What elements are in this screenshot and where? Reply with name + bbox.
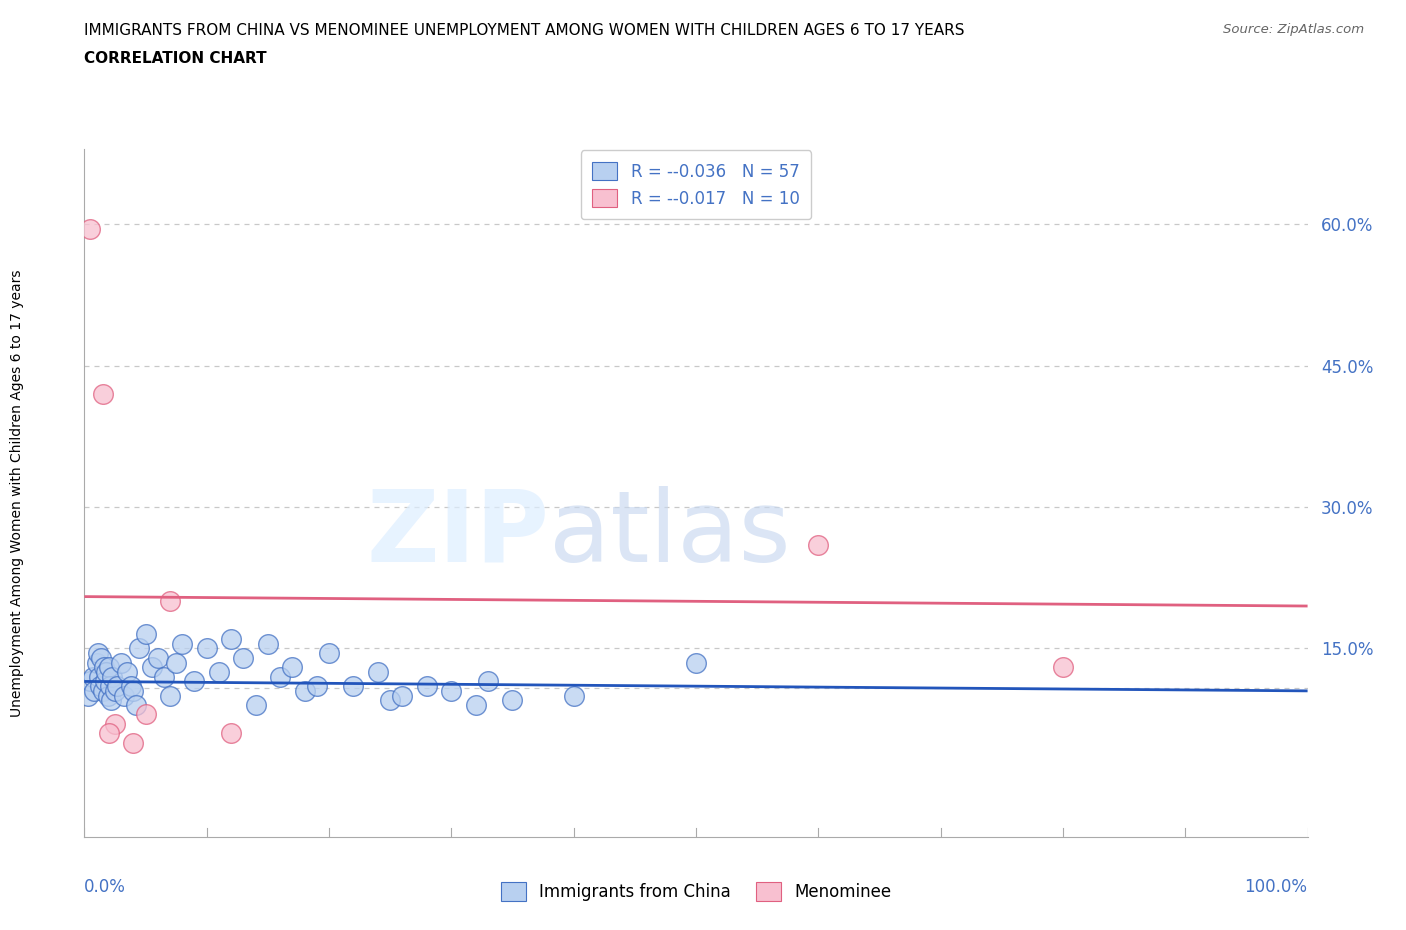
Point: [146, 650, 169, 665]
Point: [367, 665, 389, 680]
Point: [104, 716, 127, 731]
Point: [195, 641, 218, 656]
Point: [305, 679, 328, 694]
Point: [416, 679, 439, 694]
Point: [135, 627, 157, 642]
Point: [87, 670, 110, 684]
Point: [101, 670, 124, 684]
Point: [89, 679, 111, 694]
Point: [115, 665, 138, 680]
Text: 0.0%: 0.0%: [84, 878, 127, 897]
Text: Source: ZipAtlas.com: Source: ZipAtlas.com: [1223, 23, 1364, 36]
Point: [165, 655, 187, 670]
Point: [245, 698, 267, 712]
Point: [685, 655, 707, 670]
Point: [110, 655, 132, 670]
Point: [100, 693, 122, 708]
Point: [477, 674, 499, 689]
Point: [90, 650, 112, 665]
Point: [464, 698, 486, 712]
Point: [86, 655, 108, 670]
Point: [79, 221, 101, 236]
Point: [91, 387, 114, 402]
Point: [257, 636, 280, 651]
Point: [83, 684, 105, 698]
Point: [294, 684, 316, 698]
Point: [94, 674, 117, 689]
Point: [77, 688, 100, 703]
Point: [318, 645, 340, 660]
Point: [98, 679, 121, 694]
Point: [208, 665, 231, 680]
Point: [159, 594, 181, 609]
Point: [97, 660, 120, 675]
Point: [440, 684, 463, 698]
Point: [82, 670, 104, 684]
Point: [232, 650, 254, 665]
Text: CORRELATION CHART: CORRELATION CHART: [84, 51, 267, 66]
Point: [141, 660, 163, 675]
Point: [807, 538, 830, 552]
Point: [79, 674, 101, 689]
Point: [269, 670, 291, 684]
Point: [380, 693, 402, 708]
Point: [183, 674, 205, 689]
Point: [219, 725, 242, 740]
Point: [342, 679, 364, 694]
Point: [501, 693, 523, 708]
Point: [391, 688, 413, 703]
Point: [122, 684, 145, 698]
Point: [97, 725, 120, 740]
Point: [128, 641, 150, 656]
Point: [97, 688, 120, 703]
Legend: Immigrants from China, Menominee: Immigrants from China, Menominee: [494, 876, 898, 908]
Point: [125, 698, 148, 712]
Point: [172, 636, 194, 651]
Point: [112, 688, 135, 703]
Point: [122, 736, 145, 751]
Point: [105, 679, 128, 694]
Point: [91, 684, 114, 698]
Point: [87, 645, 110, 660]
Point: [104, 684, 127, 698]
Point: [153, 670, 176, 684]
Point: [96, 665, 118, 680]
Point: [159, 688, 181, 703]
Point: [281, 660, 304, 675]
Text: ZIP: ZIP: [367, 485, 550, 583]
Point: [93, 660, 115, 675]
Point: [135, 707, 157, 722]
Text: 100.0%: 100.0%: [1244, 878, 1308, 897]
Point: [562, 688, 585, 703]
Point: [120, 679, 142, 694]
Point: [1052, 660, 1074, 675]
Text: Unemployment Among Women with Children Ages 6 to 17 years: Unemployment Among Women with Children A…: [10, 269, 24, 717]
Text: atlas: atlas: [550, 485, 790, 583]
Text: IMMIGRANTS FROM CHINA VS MENOMINEE UNEMPLOYMENT AMONG WOMEN WITH CHILDREN AGES 6: IMMIGRANTS FROM CHINA VS MENOMINEE UNEMP…: [84, 23, 965, 38]
Point: [219, 631, 242, 646]
